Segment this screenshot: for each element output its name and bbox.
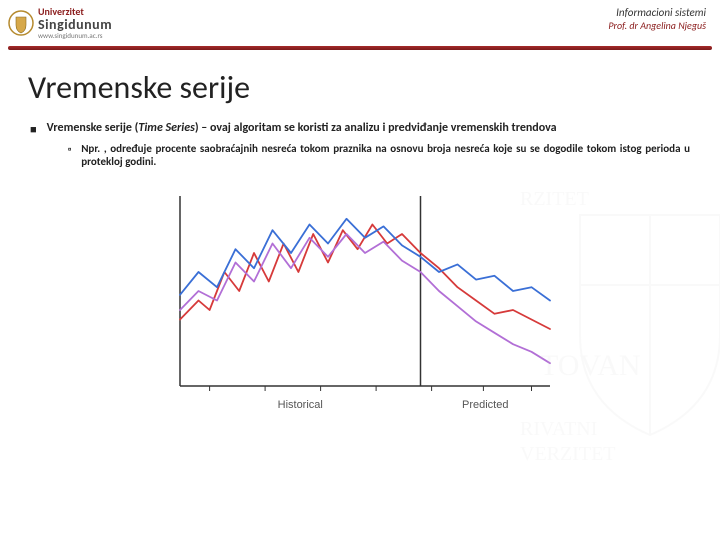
subbullet-marker-icon: ▫ xyxy=(68,144,71,168)
bullet-text: Vremenske serije (Time Series) – ovaj al… xyxy=(47,121,690,136)
university-url: www.singidunum.ac.rs xyxy=(38,32,112,40)
course-author: Prof. dr Angelina Njeguš xyxy=(608,19,706,32)
slide-header: Univerzitet Singidunum www.singidunum.ac… xyxy=(0,0,720,46)
subbullet-text: Npr. , određuje procente saobraćajnih ne… xyxy=(81,142,690,168)
course-subject: Informacioni sistemi xyxy=(608,6,706,19)
university-logo: Univerzitet Singidunum www.singidunum.ac… xyxy=(8,6,112,40)
slide-title: Vremenske serije xyxy=(0,50,720,117)
sub-bullet: ▫ Npr. , određuje procente saobraćajnih … xyxy=(68,142,690,168)
series-purple xyxy=(180,234,550,363)
header-right-block: Informacioni sistemi Prof. dr Angelina N… xyxy=(608,6,706,32)
time-series-chart: Historical Predicted xyxy=(30,186,690,426)
slide-content: ■ Vremenske serije (Time Series) – ovaj … xyxy=(0,117,720,426)
series-blue xyxy=(180,219,550,301)
svg-text:VERZITET: VERZITET xyxy=(520,443,616,465)
university-logo-text: Univerzitet Singidunum www.singidunum.ac… xyxy=(38,6,112,40)
bullet-term: Time Series xyxy=(138,121,194,135)
main-bullet: ■ Vremenske serije (Time Series) – ovaj … xyxy=(30,121,690,136)
logo-crest-icon xyxy=(8,10,34,36)
predicted-label: Predicted xyxy=(462,399,508,411)
bullet-marker-icon: ■ xyxy=(30,123,37,136)
bullet-lead-tail: ) – ovaj algoritam se koristi za analizu… xyxy=(195,121,557,135)
historical-label: Historical xyxy=(278,399,323,411)
university-name: Singidunum xyxy=(38,17,112,32)
bullet-lead-bold: Vremenske serije ( xyxy=(47,121,139,135)
